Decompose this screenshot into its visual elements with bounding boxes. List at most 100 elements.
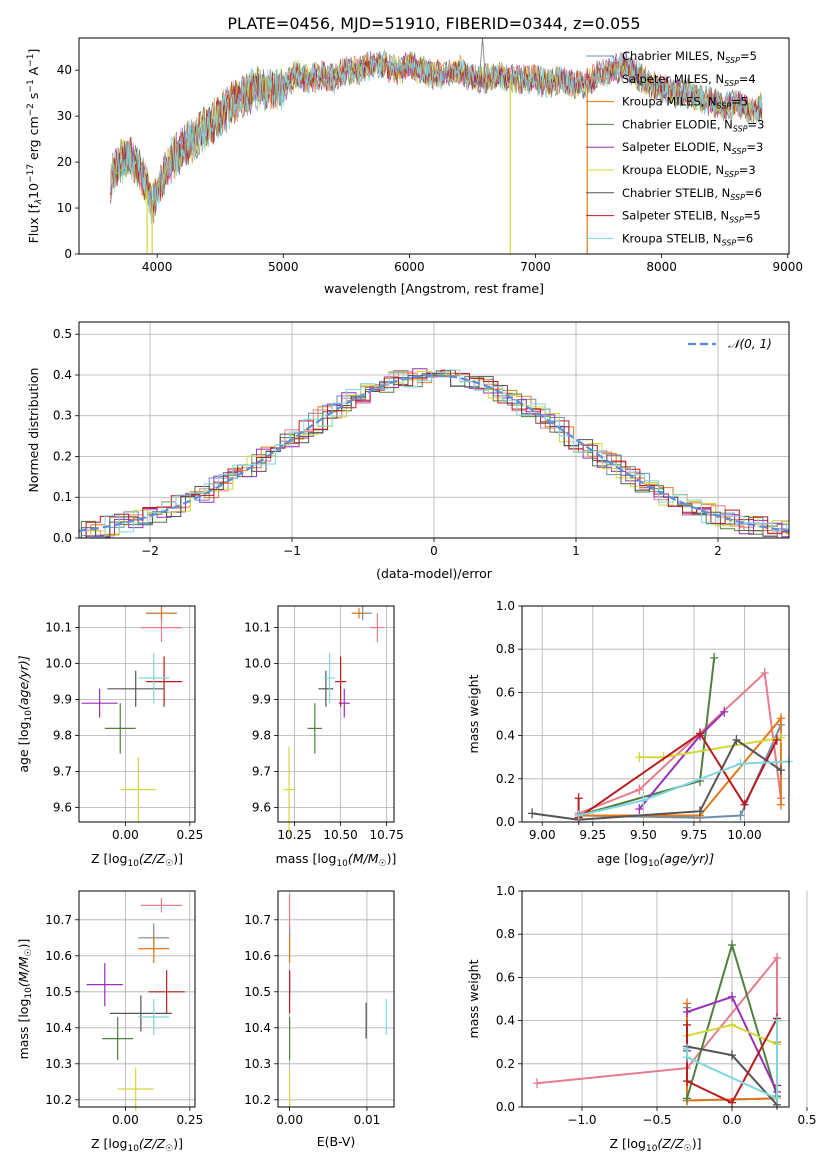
histogram-cs [79, 370, 789, 538]
label-part: Chabrier ELODIE, N [622, 117, 733, 131]
label-part: mass [log [16, 999, 31, 1060]
axes-frame [78, 37, 790, 255]
legend-entry: 𝒩(0, 1) [728, 337, 772, 351]
label-part: =3 [748, 117, 765, 131]
label-part: SSP [722, 238, 737, 247]
label-part: (age/yr)] [16, 655, 31, 710]
label-part: −1 [26, 79, 36, 92]
y-tick-label: 9.7 [252, 765, 271, 779]
label-part: 10 [26, 183, 41, 199]
axes-spectrum: 4000 5000 6000 7000 8000 9000 0 10 20 30 40 wavelen… [26, 37, 803, 296]
x-tick-label: 5000 [268, 260, 299, 274]
y-tick-label: 30 [57, 109, 72, 123]
legend-entry: Chabrier MILES, NSSP=5 [622, 49, 757, 65]
y-tick-label: 10.7 [244, 913, 271, 927]
y-tick-label: 10.1 [244, 621, 271, 635]
y-tick-label: 10.0 [244, 657, 271, 671]
y-axis-label: Normed distribution [26, 368, 41, 493]
label-part: Chabrier MILES, N [622, 49, 725, 63]
y-axis-label: Flux [fλ10−17 erg cm−2 s−1 A−1] [26, 49, 44, 244]
y-tick-label: 10.4 [244, 1021, 271, 1035]
label-part: ] [26, 49, 41, 54]
y-tick-label: 0.2 [53, 449, 72, 463]
axes-residuals: −2 −1 0 1 2 0.0 0.1 0.2 0.3 0.4 0.5 (data-model)/er… [26, 321, 790, 581]
x-tick-label: 0.00 [276, 1113, 303, 1127]
axes-frame [78, 321, 790, 539]
label-part: (Z/Z [657, 1136, 684, 1151]
label-part: (Z/Z [139, 1136, 166, 1151]
label-part: SSP [730, 193, 745, 202]
label-part: (M/M [348, 851, 379, 866]
y-tick-label: 10.6 [45, 949, 72, 963]
label-part: )] [16, 939, 31, 949]
label-part: age [log [16, 721, 31, 772]
label-part: mass [log [276, 851, 337, 866]
label-part: erg cm [26, 116, 41, 164]
axes-frame [277, 890, 395, 1108]
y-tick-label: 0.2 [496, 1057, 515, 1071]
legend-entry: Salpeter STELIB, NSSP=5 [622, 209, 761, 225]
label-part: )] [173, 851, 183, 866]
y-tick-label: 10.4 [45, 1021, 72, 1035]
y-axis-label: mass weight [466, 674, 481, 753]
x-tick-label: −2 [141, 544, 159, 558]
label-part: SSP [724, 170, 739, 179]
x-axis-label: age [log10(age/yr)] [597, 851, 714, 869]
y-tick-label: 20 [57, 155, 72, 169]
legend-entry: Chabrier STELIB, NSSP=6 [622, 186, 762, 202]
label-part: SSP [733, 124, 748, 133]
label-part: s [26, 93, 41, 104]
axes-frame [78, 605, 196, 823]
x-tick-label: 4000 [142, 260, 173, 274]
y-axis-label: age [log10(age/yr)] [16, 655, 34, 772]
x-tick-label: 9.75 [681, 828, 708, 842]
x-tick-label: −1.0 [567, 1113, 596, 1127]
x-tick-label: 9.50 [630, 828, 657, 842]
label-part: ☉ [165, 1144, 173, 1154]
y-tick-label: 40 [57, 63, 72, 77]
label-part: Z [log [91, 1136, 127, 1151]
label-part: −2 [26, 103, 36, 116]
y-tick-label: 10.3 [244, 1057, 271, 1071]
x-tick-label: 1 [572, 544, 580, 558]
y-tick-label: 10.2 [244, 1093, 271, 1107]
y-tick-label: 10.1 [45, 621, 72, 635]
label-part: age [log [597, 851, 648, 866]
axes-frame [78, 890, 196, 1108]
x-tick-label: 0.0 [722, 1113, 741, 1127]
y-tick-label: 10.3 [45, 1057, 72, 1071]
label-part: )] [387, 851, 397, 866]
label-part: Chabrier STELIB, N [622, 186, 730, 200]
y-tick-label: 10.2 [45, 1093, 72, 1107]
x-tick-label: 0.25 [176, 1113, 203, 1127]
x-tick-label: 2 [714, 544, 722, 558]
y-tick-label: 0.4 [496, 1014, 515, 1028]
label-part: Salpeter MILES, N [622, 72, 724, 86]
x-tick-label: 0.00 [112, 828, 139, 842]
weight-line-sm [578, 670, 782, 815]
axes-age_vs_z: 0.00 0.259.69.79.89.910.010.1Z [log10(Z/Z… [16, 605, 203, 869]
y-tick-label: 9.6 [53, 801, 72, 815]
label-part: 10 [336, 859, 348, 869]
label-part: =3 [746, 140, 763, 154]
label-part: ☉ [379, 859, 387, 869]
label-part: Salpeter ELODIE, N [622, 140, 732, 154]
label-part: SSP [717, 102, 732, 111]
axes-frame [521, 605, 790, 823]
label-part: Z [log [610, 1136, 646, 1151]
legend-entry: Salpeter MILES, NSSP=4 [622, 72, 756, 88]
label-part: Salpeter STELIB, N [622, 209, 729, 223]
label-part: 10 [646, 1144, 658, 1154]
x-tick-label: 9.25 [579, 828, 606, 842]
spectrum-line-ks [110, 51, 763, 223]
y-tick-label: 0.6 [496, 685, 515, 699]
label-part: (age/yr)] [659, 851, 714, 866]
y-tick-label: 0.2 [496, 772, 515, 786]
label-part: Z [log [91, 851, 127, 866]
y-tick-label: 0.5 [53, 327, 72, 341]
label-part: 10 [24, 710, 34, 722]
legend-entry: Salpeter ELODIE, NSSP=3 [622, 140, 763, 156]
h-alpha-peak [479, 38, 486, 75]
label-part: )] [692, 1136, 702, 1151]
